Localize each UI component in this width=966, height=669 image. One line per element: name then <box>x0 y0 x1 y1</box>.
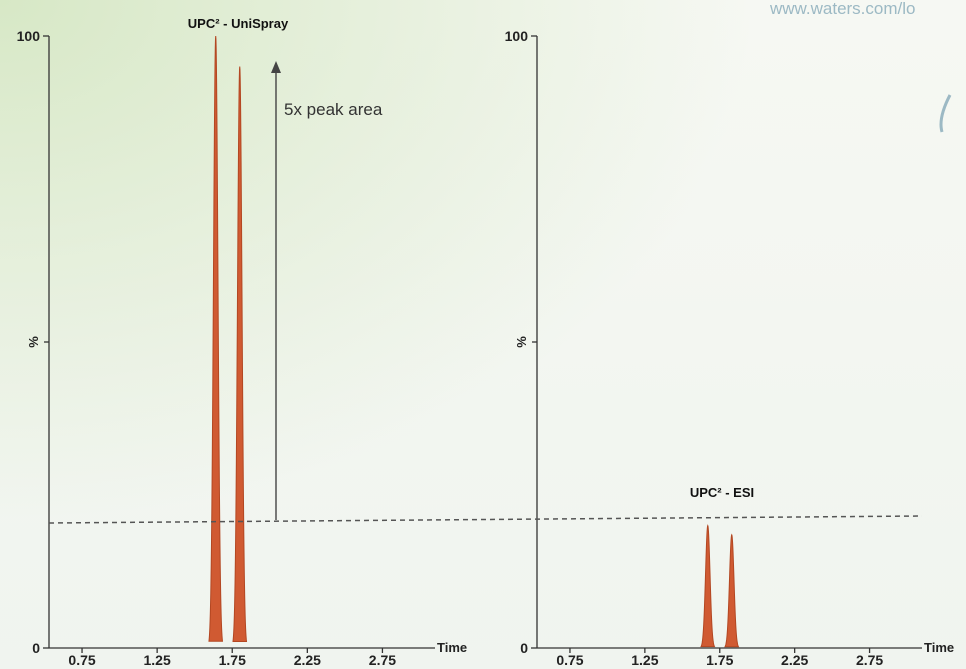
x-tick-label: 1.25 <box>631 652 658 668</box>
peak-1 <box>700 524 716 648</box>
x-tick-label: 2.25 <box>294 652 321 668</box>
peak-1 <box>208 35 224 642</box>
panel-title: UPC² - UniSpray <box>188 16 289 31</box>
x-axis-label: Time <box>437 640 467 655</box>
panel-esi: 0 100 0.75 1.25 1.75 2.25 2.75% Time UPC² - ESI <box>505 28 954 668</box>
peak-2 <box>724 533 740 648</box>
y-tick-label: 0 <box>32 640 40 656</box>
x-tick-label: 0.75 <box>556 652 583 668</box>
annotation-arrow-head <box>271 61 281 73</box>
panel-title: UPC² - ESI <box>690 485 754 500</box>
panel-unispray: 0 100 0.75 1.25 1.75 2.25 2.75% Time UPC² - UniS… <box>17 16 467 668</box>
x-tick-label: 0.75 <box>68 652 95 668</box>
x-tick-label: 1.25 <box>144 652 171 668</box>
y-axis-label: % <box>26 336 41 348</box>
annotation-text: 5x peak area <box>284 100 383 119</box>
x-tick-label: 2.75 <box>856 652 883 668</box>
y-axis-label: % <box>514 336 529 348</box>
x-tick-label: 2.75 <box>369 652 396 668</box>
watermark-text: www.waters.com/lo <box>769 0 915 18</box>
x-tick-label: 1.75 <box>706 652 733 668</box>
x-tick-label: 2.25 <box>781 652 808 668</box>
y-tick-label: 100 <box>505 28 529 44</box>
x-tick-label: 1.75 <box>219 652 246 668</box>
watermark-slash <box>939 94 952 133</box>
reference-dashed-line <box>48 515 923 524</box>
y-tick-label: 0 <box>520 640 528 656</box>
x-axis-label: Time <box>924 640 954 655</box>
y-tick-label: 100 <box>17 28 41 44</box>
peak-2 <box>232 66 248 643</box>
